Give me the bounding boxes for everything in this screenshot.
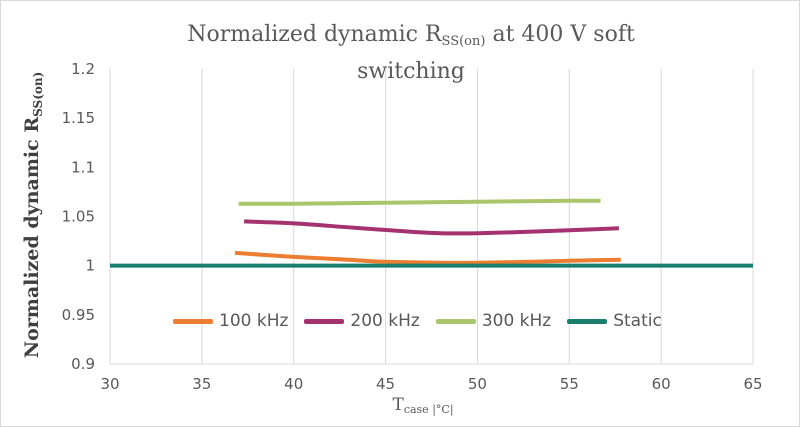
y-tick-label: 1.15 [62, 109, 95, 127]
legend-label: 300 kHz [481, 311, 552, 331]
x-tick-label: 45 [376, 375, 395, 393]
y-tick-label: 1.05 [62, 208, 95, 226]
y-tick-label: 1.2 [71, 60, 95, 78]
x-tick-label: 60 [652, 375, 671, 393]
chart-title-suffix: at 400 V soft switching [357, 22, 635, 84]
y-tick-label: 0.9 [71, 355, 95, 373]
chart-title: Normalized dynamic RSS(on) at 400 V soft… [151, 20, 671, 87]
legend-item-200-khz: 200 kHz [304, 311, 420, 331]
x-tick-label: 50 [468, 375, 487, 393]
legend-item-300-khz: 300 kHz [435, 311, 552, 331]
legend-swatch [435, 318, 476, 324]
x-tick-label: 30 [100, 375, 119, 393]
legend-swatch [173, 318, 213, 324]
y-tick-label: 0.95 [62, 306, 95, 324]
x-tick-label: 55 [560, 375, 579, 393]
legend-label: 200 kHz [350, 311, 420, 331]
legend-label: Static [613, 311, 662, 331]
x-axis-title-subscript: case |°C| [403, 403, 454, 416]
chart-title-prefix: Normalized dynamic R [187, 22, 442, 47]
legend-label: 100 kHz [219, 311, 289, 331]
y-tick-label: 1 [85, 257, 95, 275]
x-tick-label: 40 [284, 375, 303, 393]
x-axis-title-text: T [392, 395, 404, 415]
legend-item-100-khz: 100 kHz [173, 311, 288, 331]
chart-title-subscript: SS(on) [441, 34, 486, 49]
legend-item-static: Static [567, 311, 662, 331]
series-line-300-khz [238, 198, 601, 206]
series-line-200-khz [244, 219, 619, 236]
x-axis-title: Tcase |°C| [392, 395, 453, 416]
chart-legend: 100 kHz 200 kHz 300 kHz Static [173, 311, 678, 331]
legend-swatch [304, 318, 345, 324]
legend-swatch [567, 318, 608, 324]
y-tick-label: 1.1 [71, 158, 95, 176]
series-line-100-khz [234, 250, 621, 265]
x-tick-label: 35 [192, 375, 211, 393]
x-tick-label: 65 [743, 375, 762, 393]
